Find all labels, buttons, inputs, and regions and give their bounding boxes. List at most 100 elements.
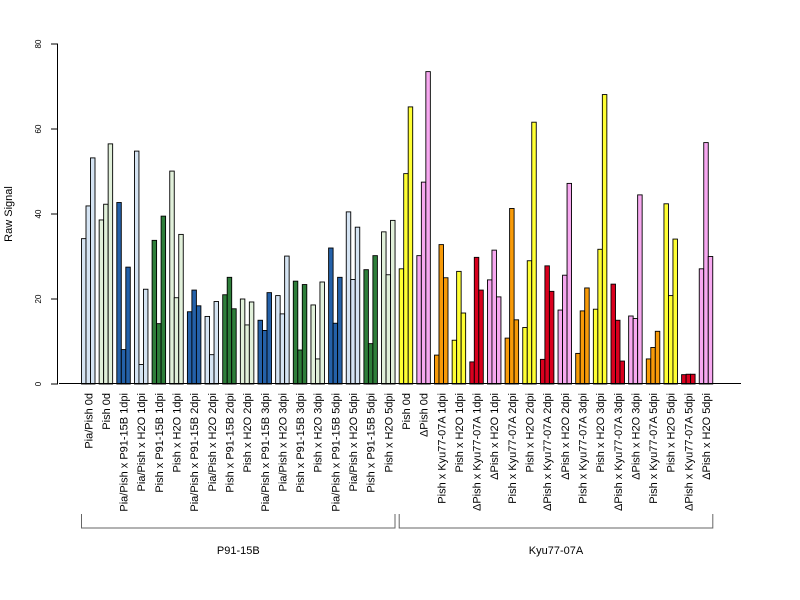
bar bbox=[628, 315, 634, 385]
bar bbox=[169, 170, 175, 385]
category-label: Pish x H2O 1dpi bbox=[454, 393, 466, 472]
bar bbox=[592, 308, 599, 385]
bar bbox=[690, 373, 696, 385]
bar bbox=[390, 219, 396, 385]
category-label: Pish x P91-15B 2dpi bbox=[224, 393, 236, 493]
y-tick-label: 80 bbox=[34, 39, 43, 48]
bar bbox=[310, 304, 316, 385]
bar bbox=[526, 260, 533, 385]
bar bbox=[204, 315, 211, 385]
bar bbox=[637, 194, 643, 385]
bar bbox=[703, 142, 709, 385]
y-axis-ticks: 0 20 40 60 80 bbox=[34, 39, 58, 386]
y-tick-label: 60 bbox=[34, 124, 43, 133]
bar bbox=[160, 215, 167, 385]
category-label: ΔPish x H2O 5dpi bbox=[701, 393, 713, 480]
category-label: Pish x Kyu77-07A 2dpi bbox=[507, 393, 519, 504]
bar bbox=[654, 330, 661, 385]
category-label: ΔPish x H2O 3dpi bbox=[630, 393, 642, 480]
group-bracket bbox=[398, 514, 714, 529]
category-label: Pia/Pish x P91-15B 1dpi bbox=[119, 393, 131, 512]
bar bbox=[407, 106, 414, 385]
bar bbox=[557, 309, 563, 385]
bar bbox=[668, 295, 674, 385]
bar bbox=[279, 313, 286, 385]
bar bbox=[381, 231, 387, 385]
category-label: Pish x H2O 5dpi bbox=[383, 393, 395, 472]
category-label: Pia/Pish x H2O 1dpi bbox=[136, 393, 148, 491]
category-label: Pia/Pish x H2O 3dpi bbox=[277, 393, 289, 491]
category-labels: Pia/Pish 0d Pish 0d Pia/Pish x P91-15B 1dp… bbox=[83, 393, 713, 512]
category-label: ΔPish x Kyu77-07A 2dpi bbox=[542, 393, 554, 511]
bar bbox=[186, 311, 193, 385]
bar bbox=[610, 283, 616, 385]
bar bbox=[460, 312, 467, 385]
y-axis-title: Raw Signal bbox=[3, 186, 15, 242]
category-label: Pia/Pish x P91-15B 2dpi bbox=[189, 393, 201, 512]
bar bbox=[615, 319, 621, 385]
bar bbox=[328, 247, 334, 385]
bar bbox=[473, 256, 480, 385]
bar bbox=[672, 238, 678, 385]
bar bbox=[226, 276, 233, 385]
group-label: Kyu77-07A bbox=[529, 545, 584, 557]
bar bbox=[443, 277, 449, 385]
bar bbox=[509, 208, 515, 385]
bar bbox=[416, 255, 422, 385]
bar bbox=[496, 296, 502, 385]
bar bbox=[487, 279, 493, 385]
bar bbox=[209, 354, 215, 385]
bar bbox=[133, 150, 140, 385]
bar bbox=[85, 205, 91, 385]
bar bbox=[248, 301, 255, 385]
category-label: ΔPish 0d bbox=[419, 393, 431, 437]
bar bbox=[195, 305, 202, 385]
category-label: Pish x H2O 3dpi bbox=[595, 393, 607, 472]
bar bbox=[337, 276, 343, 385]
category-label: Pia/Pish x P91-15B 5dpi bbox=[330, 393, 342, 512]
bar bbox=[257, 319, 263, 385]
category-label: Pish x H2O 3dpi bbox=[313, 393, 325, 472]
bar bbox=[451, 339, 458, 385]
bar bbox=[103, 203, 109, 385]
bar bbox=[350, 279, 356, 385]
group-brackets: P91-15B Kyu77-07A bbox=[81, 514, 714, 557]
bar bbox=[284, 255, 290, 385]
bar bbox=[548, 290, 555, 385]
category-label: Pish x P91-15B 1dpi bbox=[154, 393, 166, 493]
bar bbox=[345, 211, 352, 385]
bar bbox=[425, 71, 431, 385]
bar bbox=[178, 233, 184, 385]
bar bbox=[120, 349, 127, 385]
bar bbox=[539, 358, 546, 385]
category-label: ΔPish x Kyu77-07A 3dpi bbox=[613, 393, 625, 511]
bar-layer bbox=[81, 71, 714, 385]
bar bbox=[420, 181, 427, 385]
bar bbox=[151, 239, 158, 385]
category-label: Pish x Kyu77-07A 3dpi bbox=[577, 393, 589, 504]
bar bbox=[478, 289, 484, 385]
bar bbox=[685, 373, 692, 385]
bar bbox=[584, 287, 590, 385]
bar bbox=[315, 358, 321, 385]
category-label: Pia/Pish x H2O 2dpi bbox=[207, 393, 219, 491]
bar bbox=[297, 349, 303, 385]
bar bbox=[116, 202, 122, 385]
bar bbox=[398, 268, 405, 385]
bar bbox=[385, 274, 391, 385]
bar bbox=[262, 330, 268, 385]
bar bbox=[513, 319, 520, 385]
bar bbox=[522, 327, 528, 385]
category-label: Pish x Kyu77-07A 5dpi bbox=[648, 393, 660, 504]
bar bbox=[434, 354, 440, 385]
category-label: Pish x P91-15B 3dpi bbox=[295, 393, 307, 493]
group-label: P91-15B bbox=[217, 545, 260, 557]
category-label: ΔPish x Kyu77-07A 5dpi bbox=[683, 393, 695, 511]
category-label: Pish x H2O 2dpi bbox=[242, 393, 254, 472]
bar bbox=[266, 292, 272, 385]
bar bbox=[213, 301, 220, 385]
bar bbox=[98, 219, 105, 385]
bar bbox=[363, 269, 369, 385]
bar bbox=[632, 318, 639, 385]
bar bbox=[142, 288, 149, 385]
